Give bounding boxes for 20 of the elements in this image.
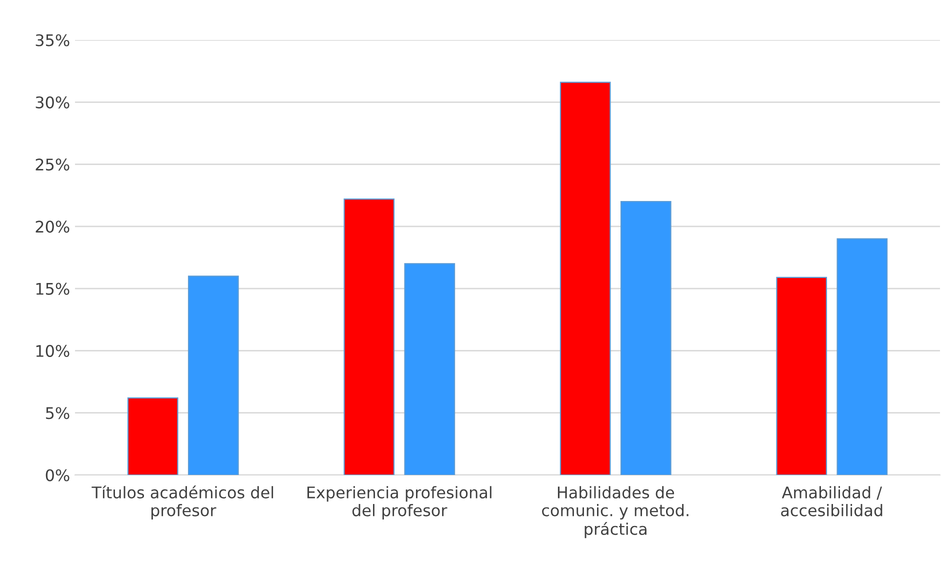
- y-tick-label: 30%: [36, 96, 70, 108]
- bar: [404, 263, 456, 475]
- x-tick-label: Experiencia profesional del profesor: [307, 486, 492, 520]
- y-tick-label: 15%: [36, 282, 70, 295]
- bar: [776, 276, 828, 475]
- x-tick-label: Títulos académicos del profesor: [92, 485, 274, 520]
- x-tick-label: Habilidades de comunic. y metod. práctica: [542, 486, 688, 538]
- y-tick-label: 35%: [36, 34, 70, 46]
- bar: [127, 397, 178, 475]
- y-tick-label: 25%: [36, 158, 70, 171]
- y-tick-label: 10%: [36, 344, 70, 358]
- bar: [620, 201, 672, 475]
- y-tick-label: 5%: [46, 407, 70, 420]
- bar: [836, 238, 888, 475]
- x-tick-label: Amabilidad / accesibilidad: [781, 486, 882, 516]
- y-tick-label: 0%: [46, 469, 70, 482]
- bar: [560, 82, 611, 475]
- bar: [188, 276, 239, 475]
- bar: [344, 198, 395, 475]
- y-tick-label: 20%: [36, 220, 70, 233]
